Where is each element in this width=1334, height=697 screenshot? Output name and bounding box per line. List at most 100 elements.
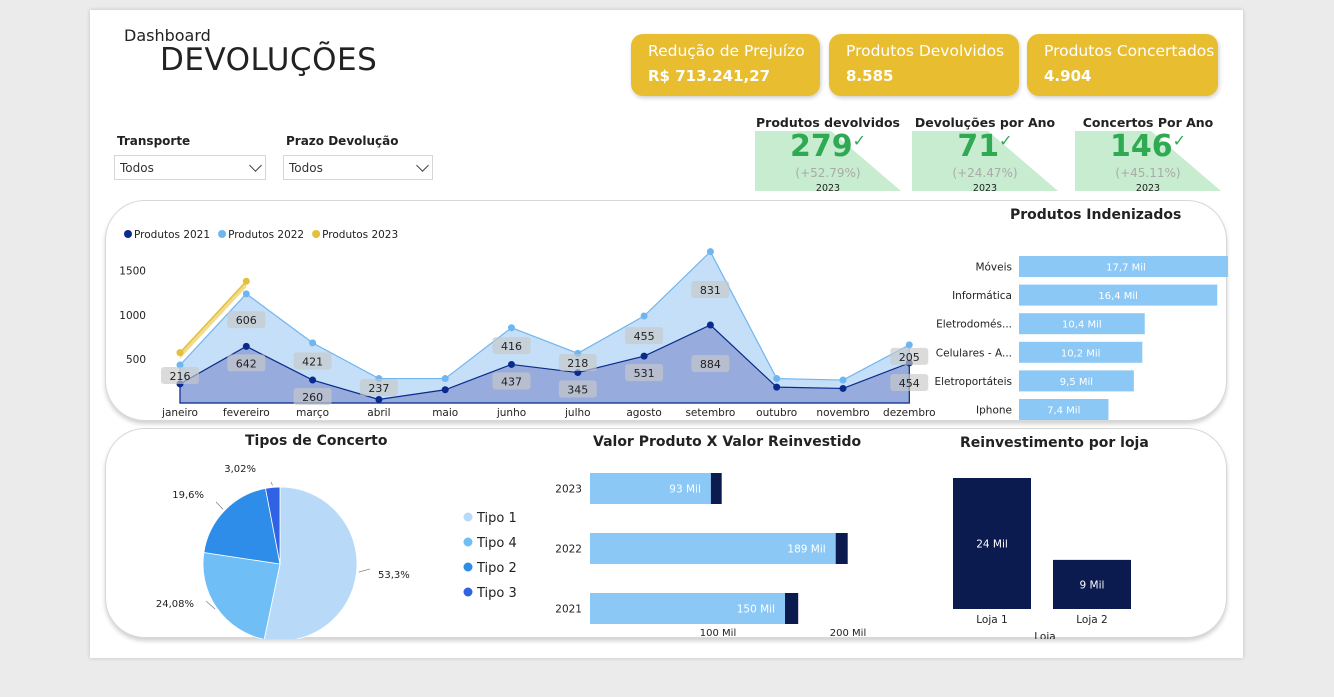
pie-leader-line [215,501,224,510]
card-label: Produtos Concertados [1044,42,1215,60]
vbar-category-label: Loja 2 [1076,614,1107,626]
legend-label: Produtos 2021 [134,229,210,241]
legend-label: Produtos 2022 [228,229,304,241]
card-value: 8.585 [846,67,894,85]
x-tick-label: outubro [756,407,797,419]
area-legend: Produtos 2021 Produtos 2022 Produtos 2023 [124,229,398,241]
data-label: 454 [899,377,920,390]
bar-category-label: Celulares - A... [936,347,1012,359]
data-label-bg [691,281,730,298]
top-charts-panel: Produtos 2021 Produtos 2022 Produtos 2023 … [105,200,1228,421]
data-label-bg [293,388,332,406]
data-label: 237 [368,382,389,395]
data-point [773,383,781,391]
y-tick-label: 1500 [119,266,146,278]
kpi-value: 71 [957,129,1000,164]
y-tick-label: 1000 [119,310,146,322]
x-tick-label: junho [496,407,526,419]
stack-bar-produto [590,593,785,624]
x-tick-label: 100 Mil [700,628,736,639]
x-tick-label: abril [367,407,390,419]
kpi-year: 2023 [972,183,998,194]
data-point [309,339,317,347]
pie-label: 53,3% [378,570,410,581]
bar-value-label: 10,2 Mil [1061,348,1101,359]
prazo-devolucao-dropdown[interactable]: Todos [283,155,433,180]
bar [1019,284,1218,306]
valor-produto-title: Valor Produto X Valor Reinvestido [593,434,862,450]
pie-legend-label: Tipo 1 [476,511,517,526]
data-point [640,352,648,360]
data-label: 421 [302,355,323,368]
data-point [905,341,913,349]
legend-marker [124,230,132,238]
chevron-down-icon [249,159,262,172]
top-charts-svg: Produtos 2021 Produtos 2022 Produtos 2023 … [119,207,1228,420]
line-produtos-2023 [179,280,247,354]
monthly-area-chart: 500 1000 1500 606 421 237 416 218 455 831 205 216 64… [119,248,936,419]
x-tick-label: maio [432,407,458,419]
data-label: 437 [501,375,522,388]
kpi-title: Produtos devolvidos [756,115,900,130]
transporte-selected-value: Todos [120,161,154,175]
vbar [953,478,1031,609]
x-tick-label: janeiro [161,407,198,419]
data-point [242,277,250,285]
check-icon: ✓ [999,131,1013,150]
card-label: Redução de Prejuízo [648,42,805,60]
data-point [375,395,383,403]
x-tick-label: fevereiro [223,407,270,419]
data-label: 831 [700,284,721,297]
stack-category-label: 2022 [555,544,582,556]
bar-value-label: 16,4 Mil [1098,291,1138,302]
data-label: 455 [634,330,655,343]
kpi-concertos-por-ano: Concertos Por Ano 146✓ (+45.11%) 2023 [1075,114,1221,194]
kpi-background-shape [755,131,901,191]
stack-bar-reinvestido [785,593,799,624]
data-label-bg [890,347,929,365]
kpi-year: 2023 [1135,183,1161,194]
filter-label-transporte: Transporte [117,134,191,148]
page-title: DEVOLUÇÕES [160,42,378,78]
x-tick-label: setembro [685,407,735,419]
card-value: 4.904 [1044,67,1092,85]
pie-label: 3,02% [224,464,256,475]
data-label-bg [558,380,597,398]
data-point [242,290,250,298]
area-produtos-2023 [180,281,247,359]
data-label: 218 [567,357,588,370]
card-produtos-devolvidos: Produtos Devolvidos 8.585 [829,34,1019,96]
produtos-indenizados-title: Produtos Indenizados [1010,207,1181,223]
bar-category-label: Móveis [975,262,1012,274]
card-value: R$ 713.241,27 [648,67,771,85]
data-label-bg [359,379,398,396]
bar-value-label: 7,4 Mil [1047,406,1080,417]
data-point [839,376,847,384]
data-label: 205 [899,351,920,364]
reinvestimento-title: Reinvestimento por loja [960,435,1149,451]
pie-legend-label: Tipo 4 [476,536,517,551]
card-produtos-concertados: Produtos Concertados 4.904 [1027,34,1218,96]
x-tick-label: agosto [626,407,662,419]
data-label: 531 [634,367,655,380]
dashboard-page: Dashboard DEVOLUÇÕES Redução de Prejuízo… [90,10,1243,658]
bar-value-label: 10,4 Mil [1062,320,1102,331]
pie-legend-label: Tipo 2 [476,561,517,576]
card-label: Produtos Devolvidos [846,42,1005,60]
pie-legend: Tipo 1 Tipo 4 Tipo 2 Tipo 3 [463,511,517,601]
data-point [706,321,714,329]
pie-label: 24,08% [156,599,194,610]
data-label: 642 [236,357,257,370]
pie-leader-line [205,600,216,610]
data-label-bg [293,352,332,370]
kpi-delta: (+52.79%) [795,166,861,180]
data-point [773,375,781,383]
data-label: 345 [567,384,588,397]
data-point [640,312,648,320]
kpi-produtos-devolvidos: Produtos devolvidos 279✓ (+52.79%) 2023 [755,114,901,194]
transporte-dropdown[interactable]: Todos [114,155,266,180]
kpi-title: Concertos Por Ano [1082,115,1214,130]
vbar-value-label: 24 Mil [976,539,1008,551]
kpi-value-wrap: 146✓ [1075,129,1221,164]
kpi-delta: (+45.11%) [1115,166,1181,180]
